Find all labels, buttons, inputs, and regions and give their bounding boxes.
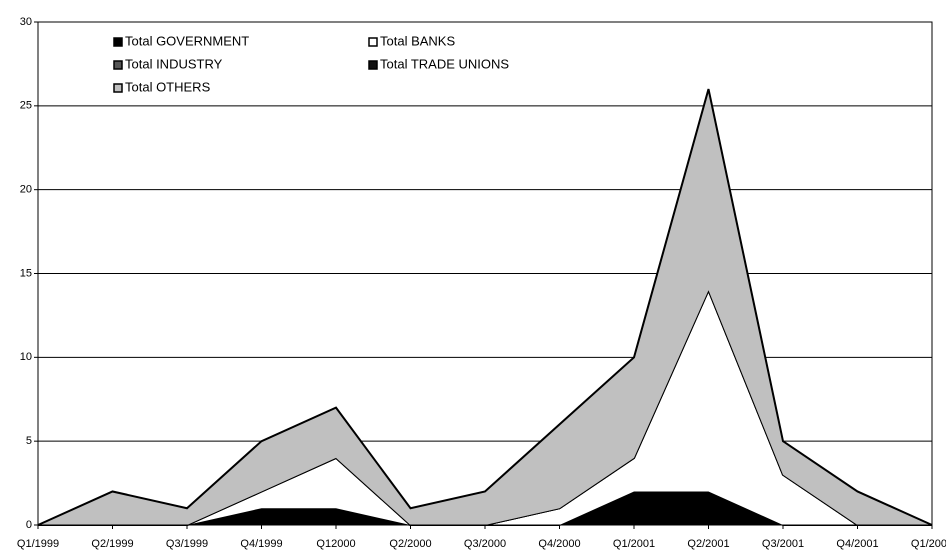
- x-tick-label: Q1/1999: [17, 538, 59, 550]
- x-tick-label: Q3/1999: [166, 538, 208, 550]
- x-tick-label: Q3/2000: [464, 538, 506, 550]
- y-tick-label: 5: [26, 435, 32, 447]
- legend-label: Total TRADE UNIONS: [380, 56, 509, 71]
- legend-label: Total INDUSTRY: [125, 56, 223, 71]
- area: [38, 89, 932, 526]
- y-tick-label: 15: [20, 267, 32, 279]
- area: [38, 491, 932, 525]
- legend-swatch: [113, 60, 123, 70]
- x-tick-label: Q4/2001: [836, 538, 878, 550]
- legend-swatch: [368, 60, 378, 70]
- legend-swatch: [113, 83, 123, 93]
- y-tick-label: 20: [20, 184, 32, 196]
- x-tick-label: Q12000: [316, 538, 355, 550]
- x-tick-label: Q1/2002: [911, 538, 946, 550]
- legend-label: Total OTHERS: [125, 79, 211, 94]
- y-tick-label: 0: [26, 519, 32, 531]
- x-tick-label: Q3/2001: [762, 538, 804, 550]
- y-tick-label: 10: [20, 351, 32, 363]
- legend-label: Total GOVERNMENT: [125, 33, 249, 48]
- legend-swatch: [368, 37, 378, 47]
- x-tick-label: Q2/2001: [687, 538, 729, 550]
- legend-label: Total BANKS: [380, 33, 455, 48]
- legend-swatch: [113, 37, 123, 47]
- x-tick-label: Q4/2000: [538, 538, 580, 550]
- x-tick-label: Q1/2001: [613, 538, 655, 550]
- x-tick-label: Q4/1999: [240, 538, 282, 550]
- area-edge: [37, 88, 933, 526]
- x-tick-label: Q2/1999: [91, 538, 133, 550]
- y-tick-label: 25: [20, 100, 32, 112]
- y-tick-label: 30: [20, 16, 32, 28]
- area: [38, 290, 932, 525]
- x-tick-label: Q2/2000: [389, 538, 431, 550]
